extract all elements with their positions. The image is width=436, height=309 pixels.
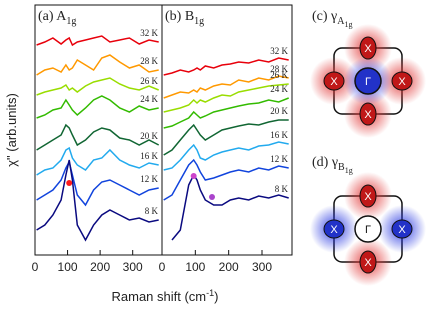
diagram-d: (d) γB1g X X X X Γ (310, 155, 426, 286)
x-tick-label: 0 (159, 260, 166, 274)
x-tick-label: 300 (252, 260, 272, 274)
series-line (163, 83, 289, 113)
diagram-title-sub: A (337, 16, 345, 27)
node (359, 36, 377, 60)
center-label: Γ (365, 76, 371, 88)
panel-title-main: (b) B (165, 9, 194, 24)
panel-title-sub: 1g (66, 16, 76, 27)
x-tick-label: 100 (58, 260, 78, 274)
node-label: X (398, 76, 406, 88)
node-label: X (364, 43, 372, 55)
series-line (36, 159, 159, 242)
x-axis-label-end: ) (214, 289, 218, 304)
series-label: 28 K (270, 64, 288, 74)
node (359, 184, 377, 208)
series-line (171, 173, 289, 241)
series-label: 28 K (140, 56, 158, 66)
series-line (36, 123, 160, 151)
series-line (163, 97, 289, 129)
series-line (36, 95, 159, 119)
series-line (36, 159, 159, 207)
panel-title-main: (a) A (38, 9, 67, 24)
diagram-title-subsub: 1g (345, 166, 353, 175)
series-label: 8 K (275, 184, 289, 194)
diagram-title-sub: B (338, 162, 345, 173)
panel-title: (b) B1g (165, 9, 204, 27)
node (391, 219, 413, 239)
panel-title-sub: 1g (194, 16, 204, 27)
x-tick-label: 200 (90, 260, 110, 274)
marker (66, 180, 73, 186)
series-label: 24 K (270, 84, 288, 94)
series-label: 16 K (140, 151, 158, 161)
marker (209, 194, 215, 200)
node-label: X (398, 224, 406, 236)
node (323, 71, 345, 91)
series-label: 32 K (270, 46, 288, 56)
diagram-title: (d) γB1g (312, 155, 353, 175)
series-line (163, 141, 289, 171)
node-label: X (364, 191, 372, 203)
node (323, 219, 345, 239)
series-label: 16 K (270, 130, 288, 140)
diagram-title: (c) γA1g (312, 9, 352, 29)
node-label: X (330, 76, 338, 88)
x-axis-label-sup: -1 (206, 288, 214, 298)
diagram-title-main: (c) γ (312, 9, 337, 24)
series-label: 26 K (140, 76, 158, 86)
series-label: 26 K (270, 70, 288, 80)
x-tick-label: 300 (123, 260, 143, 274)
diagram-c: (c) γA1g X X X X Γ (310, 9, 426, 138)
node (359, 102, 377, 126)
series-label: 20 K (270, 106, 288, 116)
series-label: 12 K (270, 154, 288, 164)
series-label: 8 K (145, 206, 159, 216)
x-axis-label: Raman shift (cm-1) (112, 288, 219, 304)
series-line (163, 119, 289, 156)
node-label: X (364, 109, 372, 121)
y-axis-label: χ" (arb.units) (4, 93, 19, 167)
series-line (163, 158, 289, 201)
series-label: 24 K (140, 94, 158, 104)
panel-title: (a) A1g (38, 9, 76, 27)
series-line (36, 35, 159, 47)
series-line (36, 146, 159, 176)
x-tick-label: 100 (185, 260, 205, 274)
series-label: 32 K (140, 28, 158, 38)
x-tick-label: 0 (32, 260, 39, 274)
series-label: 20 K (140, 131, 158, 141)
series-line (163, 57, 289, 76)
center-label: Γ (365, 224, 371, 236)
x-axis-label-main: Raman shift (cm (112, 289, 207, 304)
marker (190, 173, 197, 179)
node-label: X (330, 224, 338, 236)
diagram-title-main: (d) γ (312, 155, 338, 170)
series-line (163, 75, 289, 99)
node (359, 250, 377, 274)
center-node (354, 67, 382, 95)
diagram-title-subsub: 1g (344, 20, 352, 29)
node (391, 71, 413, 91)
node-label: X (364, 257, 372, 269)
series-line (36, 54, 159, 76)
plot-frame (161, 4, 293, 256)
series-line (36, 77, 159, 96)
series-label: 12 K (140, 174, 158, 184)
center-node (354, 215, 382, 243)
x-tick-label: 200 (219, 260, 239, 274)
